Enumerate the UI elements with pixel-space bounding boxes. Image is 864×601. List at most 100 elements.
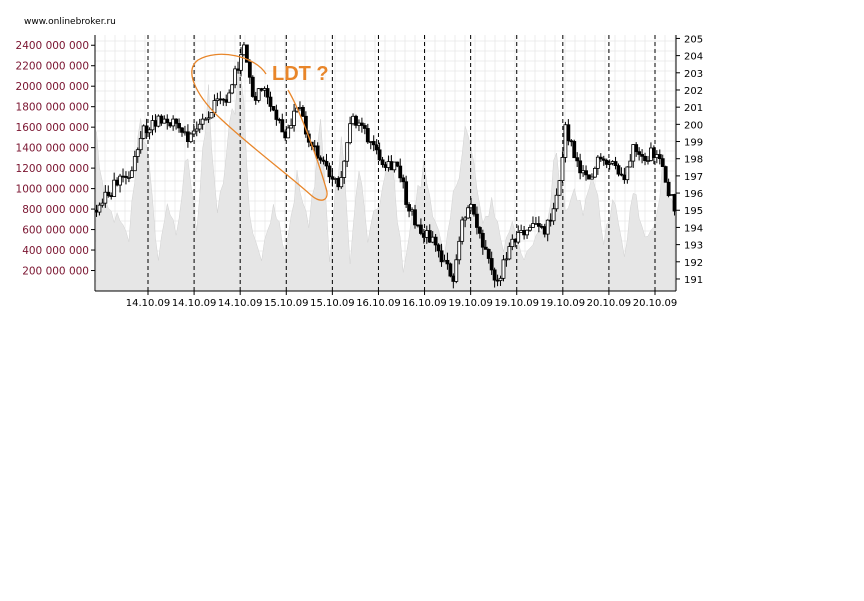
candle-body [256, 88, 261, 101]
candle [135, 147, 140, 163]
candle-body [398, 165, 403, 179]
candle [377, 142, 382, 162]
candle-body [244, 44, 249, 63]
candle-body [528, 227, 532, 231]
candle [256, 88, 261, 103]
candle-body [118, 175, 122, 186]
candle [619, 167, 624, 177]
candle-body [472, 203, 476, 215]
candle [616, 163, 621, 177]
candle [418, 218, 423, 236]
candle [360, 117, 364, 133]
candle [660, 154, 665, 167]
candle [477, 226, 482, 239]
candle-body [177, 122, 181, 129]
candle-body [206, 117, 211, 120]
candle [628, 154, 633, 168]
candle [371, 135, 376, 152]
candle [106, 185, 111, 198]
candle-body [280, 119, 285, 133]
candle-body [592, 167, 597, 178]
candle [507, 242, 512, 261]
candle [566, 119, 571, 146]
candle [362, 123, 367, 135]
candle [604, 158, 609, 169]
x-tick-label: 19.10.09 [494, 298, 539, 309]
candle-body [407, 204, 411, 212]
candle [188, 132, 193, 144]
candle-body [492, 269, 497, 281]
candle-body [631, 144, 636, 162]
candle [436, 243, 441, 258]
candle [472, 203, 476, 217]
candle-body [427, 230, 432, 243]
candle [345, 142, 350, 168]
left-axis-ticks: 200 000 000 400 000 000 600 000 000 800 000… [16, 40, 95, 278]
candle [227, 89, 232, 103]
candle [206, 111, 211, 123]
candle [454, 254, 459, 284]
candle [318, 155, 323, 164]
candle-body [439, 250, 444, 263]
candle [342, 160, 347, 184]
candle [97, 202, 102, 216]
candle [230, 83, 235, 95]
candle-body [483, 246, 488, 250]
candle-body [345, 142, 350, 162]
candle [407, 202, 411, 218]
candle-body [203, 118, 208, 121]
candle-body [601, 158, 606, 161]
candle [250, 75, 255, 98]
candle [100, 198, 105, 208]
candle-body [501, 259, 506, 279]
candle [265, 84, 270, 105]
candle [646, 155, 650, 165]
candle [460, 216, 465, 245]
candle-body [135, 149, 140, 157]
candle-body [554, 194, 559, 210]
candle-body [97, 204, 102, 213]
annotation-outline [191, 53, 328, 201]
candle [575, 152, 580, 167]
candle-body [510, 238, 515, 247]
left-tick-label: 600 000 000 [22, 225, 89, 237]
candle [439, 243, 444, 267]
candle-body [271, 106, 276, 111]
candle-body [127, 176, 131, 179]
candle-body [525, 229, 529, 236]
candle [601, 155, 606, 166]
candle-body [247, 61, 252, 78]
candle [271, 106, 276, 112]
candle [194, 121, 199, 137]
candle-body [663, 166, 668, 183]
right-axis-ticks: 191 192 193 194 195 196 197 198 199 200 201 202 203 2… [676, 34, 703, 286]
candle-body [595, 156, 600, 169]
candle [197, 118, 202, 134]
candle [475, 206, 479, 235]
candle-body [607, 162, 612, 165]
candle [584, 165, 588, 181]
candle-body [342, 160, 347, 178]
candle-body [191, 130, 196, 135]
candle [177, 118, 181, 133]
candle-body [100, 202, 105, 206]
left-tick-label: 800 000 000 [22, 204, 89, 216]
candle [592, 166, 597, 178]
candle-body [174, 118, 179, 124]
candle-body [660, 158, 665, 167]
candle [536, 216, 541, 233]
candle [504, 251, 509, 267]
candle [640, 149, 644, 164]
right-tick-label: 199 [684, 138, 703, 149]
x-tick-label: 15.10.09 [310, 298, 355, 309]
candle-body [239, 54, 243, 71]
candle [463, 215, 468, 228]
candle [200, 113, 205, 130]
left-tick-label: 2000 000 000 [16, 81, 89, 93]
candle [613, 156, 618, 170]
candle-body [227, 92, 232, 103]
candle-body [575, 157, 580, 162]
candle [572, 139, 577, 159]
candle-body [165, 118, 170, 124]
candle-body [200, 118, 205, 125]
